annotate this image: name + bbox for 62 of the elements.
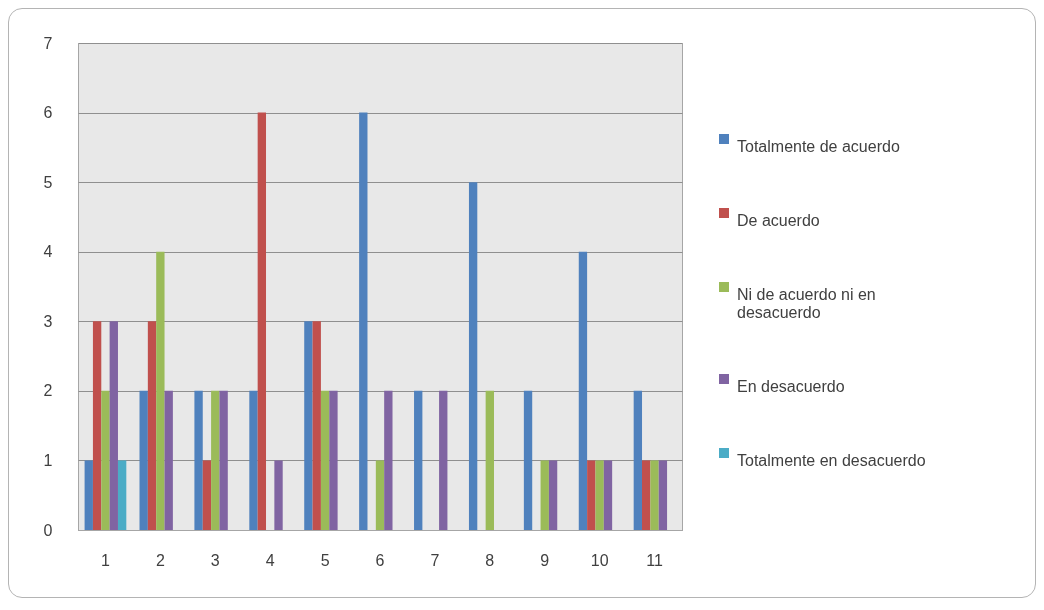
bar — [642, 460, 651, 530]
x-tick-label: 6 — [375, 551, 385, 569]
bar — [485, 390, 494, 530]
legend-label: Totalmente en desacuerdo — [737, 452, 926, 469]
x-tick-label: 5 — [320, 551, 330, 569]
bar — [117, 460, 127, 530]
bar — [202, 460, 212, 530]
bar — [375, 460, 385, 530]
bar — [633, 390, 643, 530]
y-tick-label: 1 — [43, 451, 53, 469]
x-tick-label: 11 — [646, 551, 663, 569]
bar — [523, 390, 533, 530]
legend-label: De acuerdo — [737, 212, 820, 229]
bar — [650, 460, 659, 530]
bar — [219, 390, 228, 530]
bar — [194, 390, 203, 530]
bar — [304, 321, 313, 530]
bar — [548, 460, 558, 530]
bar — [156, 251, 165, 530]
bar — [384, 390, 393, 530]
y-tick-label: 0 — [43, 521, 53, 539]
bar — [92, 321, 102, 530]
bar — [595, 460, 604, 530]
y-tick-label: 2 — [43, 382, 53, 400]
x-tick-label: 9 — [540, 551, 550, 569]
bar — [658, 460, 668, 530]
x-tick-label: 2 — [155, 551, 165, 569]
bar — [101, 390, 110, 530]
bar — [257, 112, 267, 530]
bar — [603, 460, 613, 530]
y-tick-label: 3 — [43, 312, 53, 330]
bar — [414, 390, 423, 530]
y-tick-label: 5 — [43, 173, 53, 191]
y-tick-label: 4 — [43, 243, 53, 261]
bar — [329, 390, 338, 530]
bar — [249, 390, 258, 530]
bar — [274, 460, 283, 530]
y-tick-label: 6 — [43, 104, 53, 122]
bar — [578, 251, 588, 530]
bar — [147, 321, 157, 530]
legend-label: En desacuerdo — [737, 378, 845, 395]
x-tick-label: 4 — [265, 551, 275, 569]
x-tick-label: 7 — [430, 551, 440, 569]
legend-label: Ni de acuerdo ni en desacuerdo — [737, 286, 876, 321]
bar — [439, 390, 448, 530]
legend-label: Totalmente de acuerdo — [737, 138, 900, 155]
bar — [312, 321, 321, 530]
x-tick-label: 8 — [485, 551, 495, 569]
bar — [468, 182, 478, 530]
bar — [540, 460, 549, 530]
bar — [211, 390, 220, 530]
bar — [359, 112, 368, 530]
bar — [109, 321, 118, 530]
x-tick-label: 1 — [101, 551, 110, 569]
x-tick-label: 3 — [210, 551, 220, 569]
bar — [320, 390, 330, 530]
bar — [587, 460, 596, 530]
bar — [84, 460, 93, 530]
y-tick-label: 7 — [43, 34, 53, 52]
x-tick-label: 10 — [590, 551, 609, 569]
bar — [164, 390, 173, 530]
bar — [139, 390, 148, 530]
